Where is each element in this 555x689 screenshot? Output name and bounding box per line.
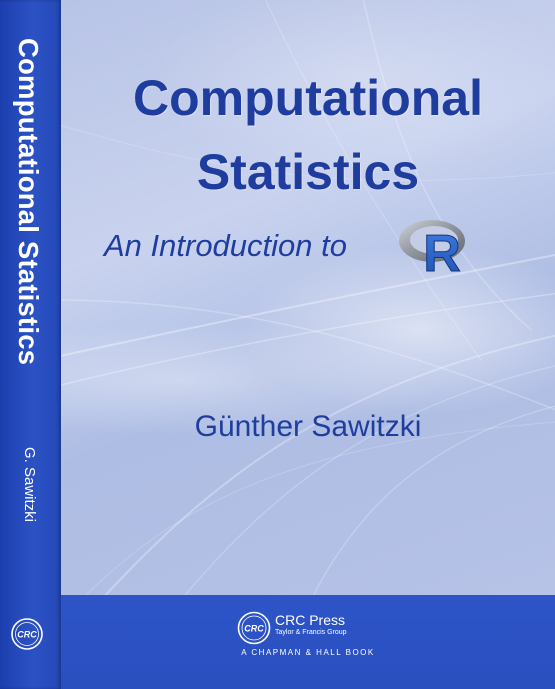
crc-press-logo-icon: CRC [237,611,271,645]
spine-title: Computational Statistics [12,38,44,365]
publisher-imprint: A CHAPMAN & HALL BOOK [61,648,555,657]
cover-author: Günther Sawitzki [61,410,555,444]
spine-author: G. Sawitzki [21,447,38,522]
svg-text:CRC: CRC [17,630,37,640]
book-spine: Computational Statistics G. Sawitzki CRC [0,0,61,689]
cover-title-line-1: Computational [61,69,555,127]
svg-text:CRC: CRC [244,624,264,634]
crc-spine-logo-icon: CRC [10,617,44,651]
publisher-name: CRC Press [275,612,345,628]
publisher-band: CRC CRC Press Taylor & Francis Group A C… [61,595,555,689]
cover-subtitle: An Introduction to [104,228,347,264]
r-logo-icon: R [396,213,476,277]
svg-text:R: R [423,225,461,277]
publisher-group: Taylor & Francis Group [275,629,347,636]
cover-title-line-2: Statistics [61,143,555,201]
front-cover: Computational Statistics An Introduction… [61,0,555,595]
